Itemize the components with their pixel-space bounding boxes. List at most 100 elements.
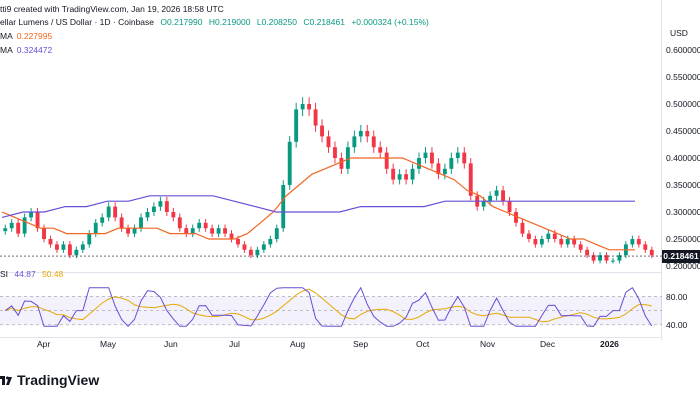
candle-body [171, 212, 176, 218]
candle-body [203, 222, 208, 229]
candle-body [42, 228, 46, 239]
candle-body [93, 222, 98, 234]
ma-slow-line [1, 195, 635, 218]
candle-body [119, 217, 124, 229]
ma-fast-label: MA [0, 31, 13, 41]
candle-body [488, 195, 493, 202]
candle-body [552, 233, 557, 239]
low-value: L0.208250 [256, 17, 297, 27]
candle-body [255, 249, 260, 256]
candle-body [100, 217, 105, 223]
rsi-line [4, 286, 653, 328]
candle-body [339, 158, 344, 169]
close-value: C0.218461 [303, 17, 345, 27]
rsi-value: 44.87 [14, 269, 36, 279]
candle-body [598, 255, 602, 261]
tradingview-logo-icon [0, 376, 12, 385]
rsi-legend[interactable]: SI 44.87 50.48 [0, 268, 63, 280]
time-label: Aug [290, 339, 306, 349]
time-label: Jul [229, 339, 240, 349]
header-title: tti9 created with TradingView.com, Jan 1… [0, 4, 224, 14]
candle-body [29, 212, 34, 218]
candle-body [404, 174, 409, 180]
candle-body [164, 201, 169, 212]
time-axis[interactable]: Apr May Jun Jul Aug Sep Oct Nov Dec 2026 [0, 339, 662, 351]
candle-body [371, 136, 376, 148]
candle-body [55, 244, 59, 250]
candle-body [307, 104, 312, 110]
candle-body [546, 233, 551, 239]
candle-body [333, 147, 337, 158]
candle-body [300, 104, 305, 110]
candle-body [442, 168, 447, 175]
chart-header: tti9 created with TradingView.com, Jan 1… [0, 2, 660, 16]
candle-body [378, 147, 383, 153]
candle-body [9, 222, 14, 229]
candle-body [514, 212, 518, 223]
candle-body [526, 233, 531, 239]
candle-body [145, 212, 150, 218]
rsi-ma-value: 50.48 [42, 269, 64, 279]
rsi-tick: 40.00 [666, 320, 688, 330]
candle-body [539, 239, 544, 245]
candle-body [345, 147, 350, 169]
price-tick: 0.300000 [666, 207, 700, 217]
ma-slow-legend[interactable]: MA 0.324472 [0, 44, 52, 56]
candle-body [281, 185, 286, 229]
rsi-ma-line [5, 288, 652, 323]
candle-body [261, 244, 266, 250]
time-label: Oct [416, 339, 430, 349]
candle-body [139, 217, 143, 229]
price-tick: 0.250000 [666, 234, 700, 244]
candle-body [67, 244, 72, 256]
candle-body [16, 222, 21, 234]
candle-body [423, 152, 428, 158]
candle-body [190, 228, 195, 234]
currency-label: USD [670, 28, 688, 38]
candle-body [223, 228, 227, 234]
price-tick: 0.550000 [666, 72, 700, 82]
candle-body [630, 239, 635, 245]
candle-body [248, 249, 253, 256]
candle-body [113, 206, 118, 218]
candle-body [384, 152, 389, 169]
candle-body [611, 260, 615, 262]
time-label: Sep [353, 339, 369, 349]
candle-body [417, 158, 421, 169]
candle-body [501, 190, 506, 202]
time-label: Nov [480, 339, 496, 349]
ma-fast-legend[interactable]: MA 0.227995 [0, 30, 52, 42]
candle-body [326, 136, 331, 148]
candle-body [572, 239, 577, 245]
ohlc-values: O0.217990 H0.219000 L0.208250 C0.218461 … [160, 17, 432, 27]
candle-body [274, 228, 279, 239]
candle-body [177, 217, 182, 229]
candle-body [604, 255, 609, 261]
candle-body [358, 131, 363, 137]
candle-body [455, 152, 460, 158]
candle-body [22, 217, 27, 234]
time-label: Dec [540, 339, 556, 349]
candle-body [184, 228, 189, 234]
price-chart[interactable] [0, 0, 662, 340]
candle-body [565, 239, 570, 245]
candle-body [520, 222, 525, 234]
candle-body [462, 152, 467, 164]
candle-body [636, 239, 641, 245]
symbol-name[interactable]: ellar Lumens / US Dollar · 1D · Coinbase [0, 17, 155, 27]
candle-body [410, 168, 415, 180]
price-tick: 0.400000 [666, 153, 700, 163]
candle-body [449, 158, 454, 169]
candle-body [468, 163, 473, 196]
candle-body [559, 239, 564, 245]
candle-body [80, 244, 85, 250]
price-axis[interactable]: USD 0.600000 0.550000 0.500000 0.450000 … [662, 0, 700, 330]
tradingview-brand[interactable]: TradingView [0, 371, 99, 389]
time-label: May [100, 339, 117, 349]
candle-body [352, 136, 357, 148]
candle-body [617, 255, 622, 261]
candle-body [3, 228, 8, 232]
rsi-tick: 80.00 [666, 292, 688, 302]
candle-body [61, 244, 66, 250]
candle-body [649, 249, 654, 256]
